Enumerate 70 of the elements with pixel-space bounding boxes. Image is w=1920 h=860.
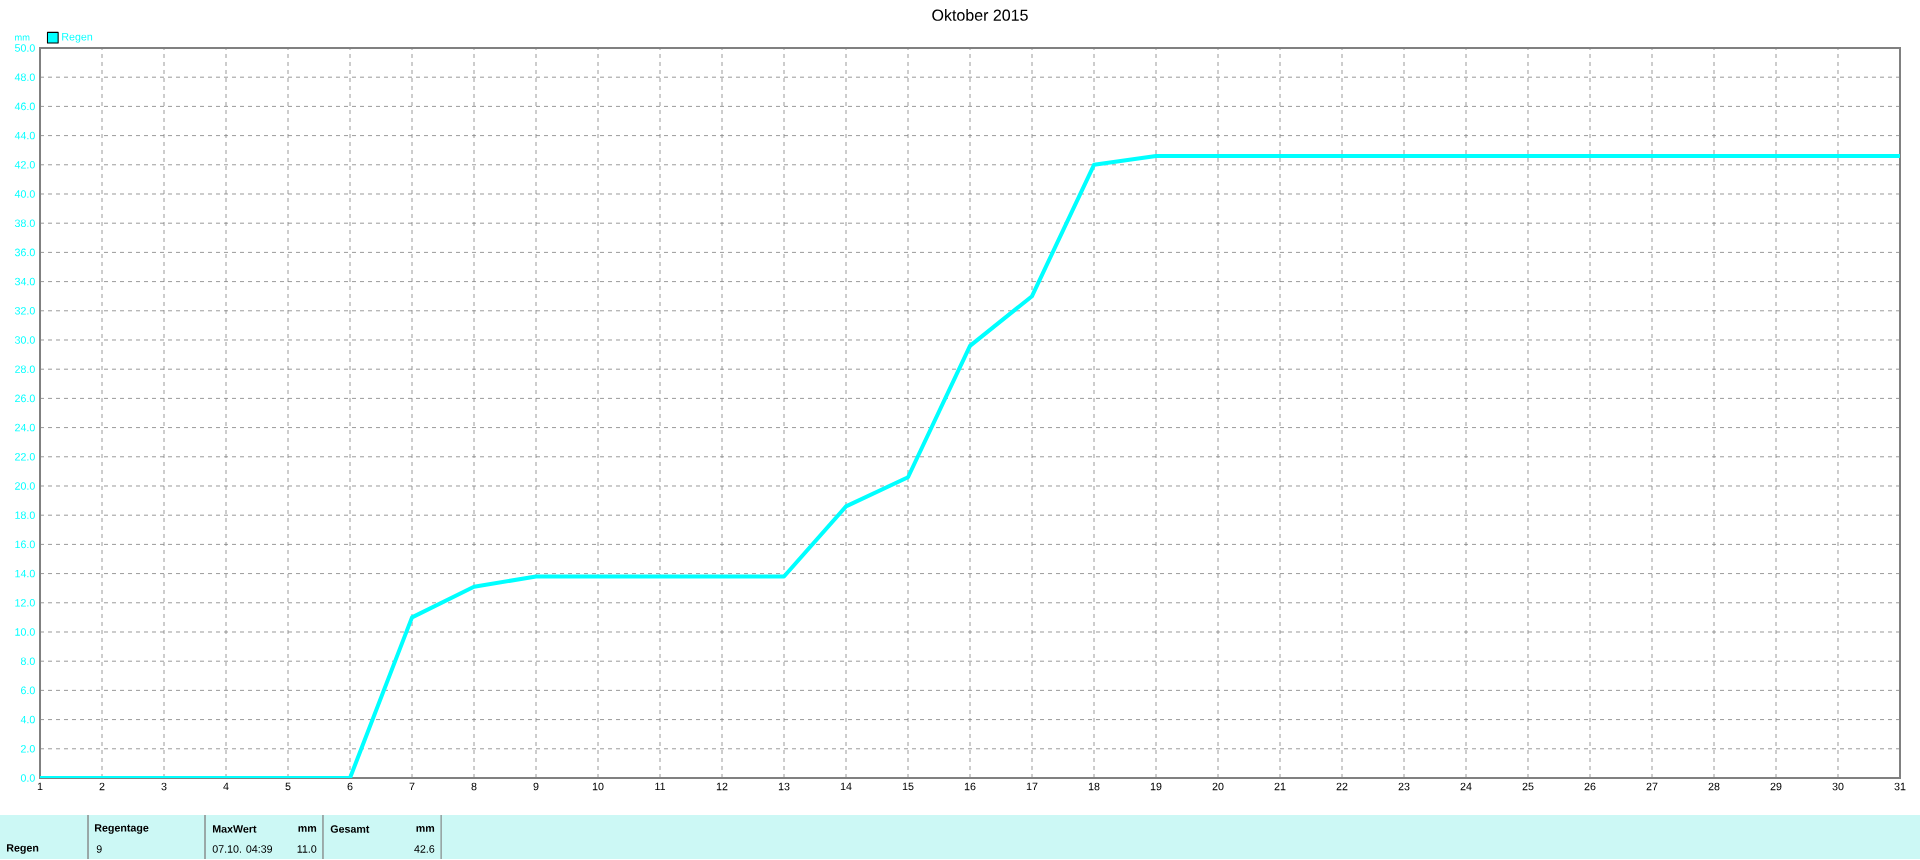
y-tick-label: 14.0 xyxy=(15,569,35,578)
x-tick-label: 5 xyxy=(285,782,291,791)
legend-label: Regen xyxy=(62,33,93,43)
x-tick-label: 17 xyxy=(1026,782,1038,791)
x-tick-label: 1 xyxy=(37,782,43,791)
x-tick-label: 10 xyxy=(592,782,604,791)
x-tick-label: 14 xyxy=(840,782,852,791)
y-tick-label: 46.0 xyxy=(14,102,35,111)
y-tick-label: 20.0 xyxy=(15,482,35,490)
text: mm xyxy=(416,826,435,833)
y-tick-label: 16.0 xyxy=(15,540,35,549)
y-tick-label: 30.0 xyxy=(14,336,35,344)
y-tick-label: 38.0 xyxy=(14,219,35,228)
y-tick-label: 22.0 xyxy=(15,453,35,461)
text: Regen xyxy=(6,844,39,854)
y-tick-label: 50.0 xyxy=(14,44,35,52)
x-tick-label: 2 xyxy=(99,782,105,791)
y-tick-label: 10.0 xyxy=(15,628,35,636)
text: Regentage xyxy=(94,824,149,834)
x-tick-label: 27 xyxy=(1646,782,1658,791)
x-tick-label: 21 xyxy=(1274,782,1286,791)
x-tick-label: 15 xyxy=(902,782,914,791)
y-tick-label: 26.0 xyxy=(15,394,35,403)
text: Gesamt xyxy=(330,825,370,833)
text: 9 xyxy=(96,845,102,853)
x-tick-label: 11 xyxy=(655,782,666,791)
y-tick-label: 32.0 xyxy=(14,307,35,315)
x-tick-label: 8 xyxy=(471,782,477,791)
x-tick-label: 22 xyxy=(1336,782,1348,791)
y-tick-label: 24.0 xyxy=(15,423,35,432)
y-tick-label: 40.0 xyxy=(14,190,35,198)
x-tick-label: 4 xyxy=(223,782,229,791)
x-tick-label: 29 xyxy=(1770,782,1782,791)
x-tick-label: 19 xyxy=(1150,782,1162,791)
y-tick-label: 42.0 xyxy=(14,161,35,169)
x-tick-label: 6 xyxy=(347,782,353,791)
text: mm xyxy=(298,826,317,833)
x-tick-label: 9 xyxy=(533,782,539,791)
y-tick-label: 4.0 xyxy=(20,715,35,724)
x-tick-label: 31 xyxy=(1894,782,1906,791)
y-tick-label: 6.0 xyxy=(21,686,35,695)
text: MaxWert xyxy=(212,825,257,833)
x-tick-label: 13 xyxy=(778,782,790,791)
x-tick-label: 30 xyxy=(1832,782,1844,791)
text: 07.10. 04:39 xyxy=(212,845,273,853)
x-tick-label: 28 xyxy=(1708,782,1720,791)
x-tick-label: 12 xyxy=(716,782,728,791)
y-tick-label: 36.0 xyxy=(14,248,35,257)
y-axis-title: mm xyxy=(15,35,30,41)
y-tick-label: 0.0 xyxy=(20,774,35,782)
y-tick-label: 18.0 xyxy=(15,511,35,520)
x-tick-label: 7 xyxy=(409,782,415,791)
y-tick-label: 28.0 xyxy=(15,365,35,374)
y-tick-label: 2.0 xyxy=(21,745,35,753)
y-tick-label: 44.0 xyxy=(14,132,35,140)
x-tick-label: 20 xyxy=(1212,782,1224,791)
x-tick-label: 26 xyxy=(1584,782,1596,791)
x-tick-label: 3 xyxy=(161,782,167,791)
x-tick-label: 24 xyxy=(1460,782,1472,791)
y-tick-label: 12.0 xyxy=(15,599,35,607)
y-tick-label: 8.0 xyxy=(20,657,35,666)
x-tick-label: 16 xyxy=(964,782,976,791)
y-tick-label: 48.0 xyxy=(14,73,35,82)
y-tick-label: 34.0 xyxy=(14,278,35,286)
x-tick-label: 23 xyxy=(1398,782,1410,791)
x-tick-label: 25 xyxy=(1522,782,1534,791)
text: 42.6 xyxy=(414,845,435,853)
chart-title: Oktober 2015 xyxy=(932,9,1028,22)
text: 11.0 xyxy=(297,845,317,853)
x-tick-label: 18 xyxy=(1088,782,1100,791)
